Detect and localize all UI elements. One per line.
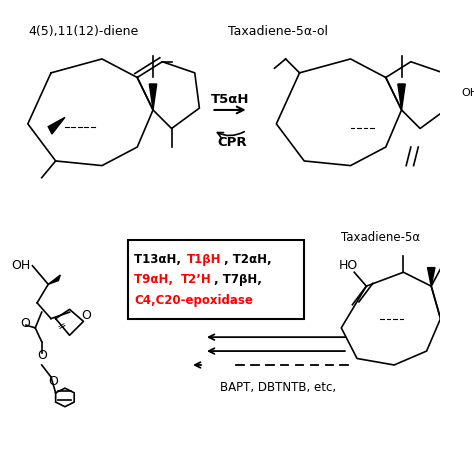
Text: 4(5),11(12)-diene: 4(5),11(12)-diene: [28, 25, 138, 37]
Text: =: =: [55, 319, 69, 333]
Text: Taxadiene-5α: Taxadiene-5α: [341, 231, 420, 245]
Text: OH: OH: [462, 88, 474, 98]
Text: T5αH: T5αH: [211, 93, 249, 106]
Text: CPR: CPR: [217, 136, 246, 149]
Text: O: O: [48, 375, 58, 388]
Polygon shape: [48, 118, 65, 134]
Text: T2’H: T2’H: [181, 273, 211, 286]
Text: Taxadiene-5α-ol: Taxadiene-5α-ol: [228, 25, 328, 37]
Text: , T2αH,: , T2αH,: [224, 253, 272, 266]
Text: BAPT, DBTNTB, etc,: BAPT, DBTNTB, etc,: [220, 381, 336, 394]
Text: HO: HO: [338, 259, 358, 272]
Text: O: O: [37, 349, 47, 362]
FancyArrowPatch shape: [218, 132, 244, 137]
Text: C4,C20-epoxidase: C4,C20-epoxidase: [135, 293, 253, 307]
Text: T13αH,: T13αH,: [135, 253, 186, 266]
Polygon shape: [428, 268, 435, 286]
Polygon shape: [149, 84, 157, 110]
Text: T9αH,: T9αH,: [135, 273, 178, 286]
Text: OH: OH: [11, 259, 30, 272]
Text: O: O: [82, 310, 91, 322]
FancyBboxPatch shape: [128, 240, 304, 319]
Polygon shape: [398, 84, 405, 110]
Text: T1βH: T1βH: [186, 253, 221, 266]
Polygon shape: [48, 275, 60, 284]
Text: O: O: [20, 317, 30, 330]
Text: , T7βH,: , T7βH,: [214, 273, 262, 286]
